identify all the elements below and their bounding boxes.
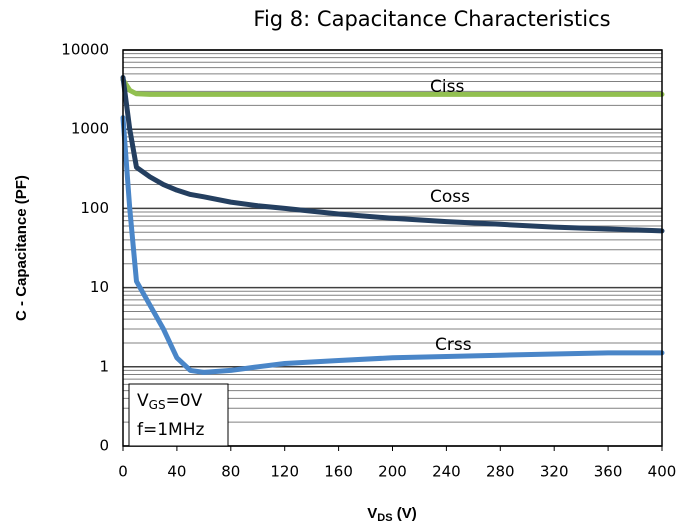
- x-tick-label: 360: [594, 463, 623, 481]
- series-label: Coss: [430, 187, 470, 207]
- x-tick-label: 40: [167, 463, 186, 481]
- x-tick-label: 400: [648, 463, 677, 481]
- y-tick-label: 0: [99, 437, 109, 455]
- condition-text: VGS=0V: [137, 391, 203, 412]
- x-tick-label: 0: [118, 463, 128, 481]
- x-tick-label: 200: [378, 463, 407, 481]
- x-label-main: V: [367, 505, 377, 522]
- x-tick-label: 120: [270, 463, 299, 481]
- y-tick-label: 10: [90, 278, 109, 296]
- plot-border: [122, 49, 663, 447]
- condition-main: f=1MHz: [137, 420, 204, 440]
- y-axis-label: C - Capacitance (PF): [13, 175, 30, 321]
- chart-title: Fig 8: Capacitance Characteristics: [253, 7, 610, 31]
- x-tick-label: 240: [432, 463, 461, 481]
- plot-area: [123, 50, 662, 446]
- y-tick-label: 1000: [71, 120, 109, 138]
- y-tick-label: 1: [99, 357, 109, 375]
- conditions-box: [128, 383, 229, 447]
- series-line: [120, 115, 665, 375]
- x-tick-label: 280: [486, 463, 515, 481]
- condition-sub: GS: [149, 398, 166, 412]
- condition-text: f=1MHz: [137, 420, 204, 440]
- series-label: Ciss: [430, 77, 464, 97]
- series-line: [120, 74, 665, 234]
- x-tick-label: 80: [221, 463, 240, 481]
- x-label-sub: DS: [377, 512, 392, 524]
- y-tick-label: 10000: [61, 41, 109, 59]
- series-line: [120, 77, 665, 97]
- x-axis-label: VDS (V): [367, 505, 416, 524]
- x-tick-label: 160: [324, 463, 353, 481]
- y-tick-label: 100: [80, 199, 109, 217]
- condition-rest: =0V: [166, 391, 203, 411]
- series-label: Crss: [435, 335, 472, 355]
- x-tick-label: 320: [540, 463, 569, 481]
- x-label-rest: (V): [393, 505, 417, 522]
- condition-main: V: [137, 391, 149, 411]
